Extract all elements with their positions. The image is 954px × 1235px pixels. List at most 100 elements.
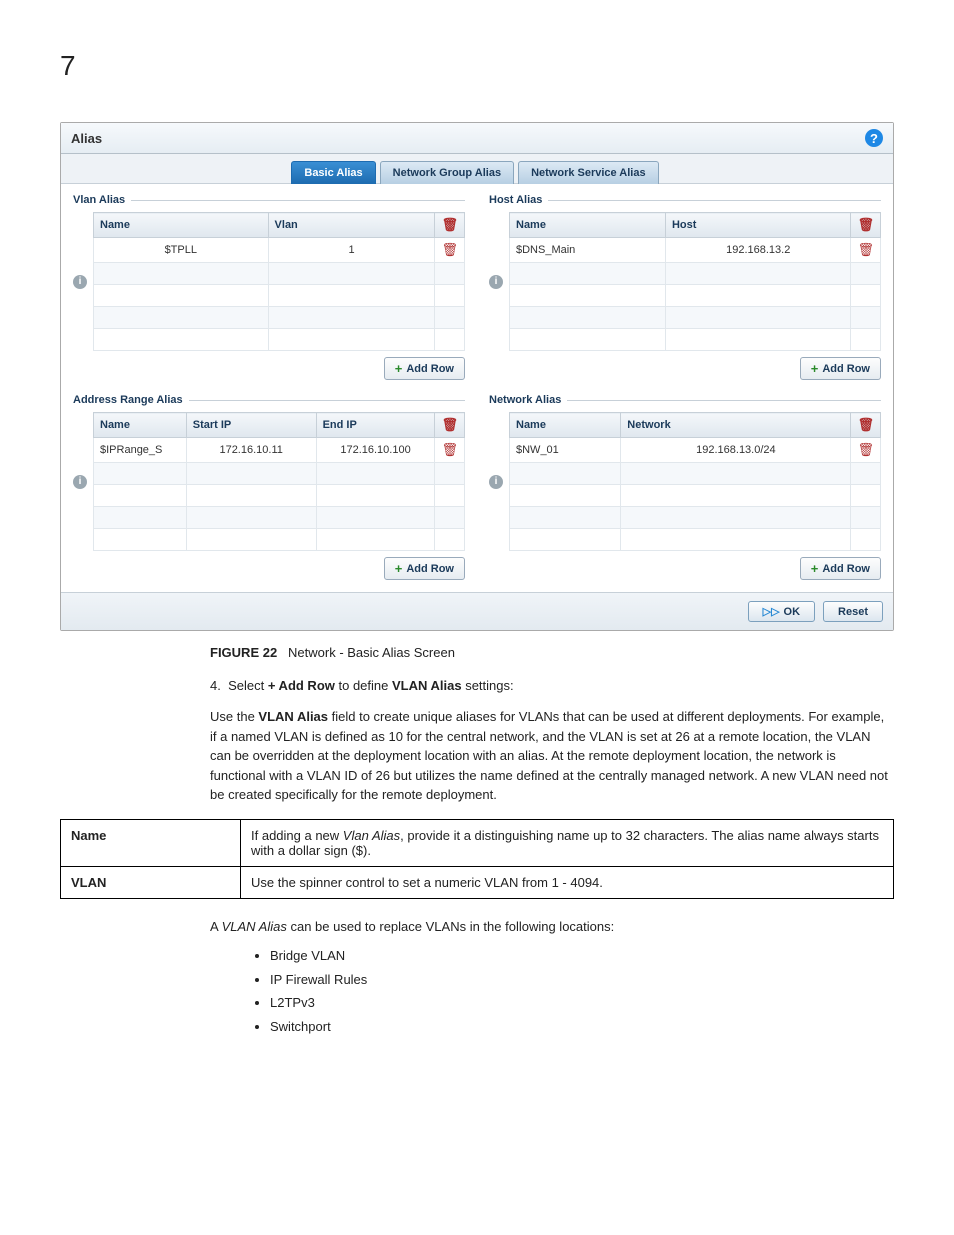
table-row <box>94 307 465 329</box>
intro-para: Use the VLAN Alias field to create uniqu… <box>210 707 894 805</box>
list-item: IP Firewall Rules <box>270 970 894 990</box>
info-icon[interactable]: i <box>489 475 503 489</box>
trash-icon[interactable]: 🗑 <box>857 242 874 257</box>
play-icon: ▷▷ <box>763 605 780 618</box>
address-range-label: Address Range Alias <box>73 394 183 406</box>
tab-network-group-alias[interactable]: Network Group Alias <box>380 161 514 184</box>
network-alias-section: Network Alias i Name Network 🗑 $NW_01 19… <box>489 394 881 580</box>
address-range-section: Address Range Alias i Name Start IP End … <box>73 394 465 580</box>
cell-vlan[interactable]: 1 <box>268 238 435 263</box>
panel-header: Alias ? <box>61 123 893 154</box>
list-item: Switchport <box>270 1017 894 1037</box>
add-row-button[interactable]: + Add Row <box>800 557 881 580</box>
add-row-button[interactable]: + Add Row <box>800 357 881 380</box>
alias-panel: Alias ? Basic Alias Network Group Alias … <box>60 122 894 631</box>
locations-para: A VLAN Alias can be used to replace VLAN… <box>210 917 894 937</box>
locations-list: Bridge VLAN IP Firewall Rules L2TPv3 Swi… <box>270 946 894 1036</box>
table-row <box>510 307 881 329</box>
step-bold-2: VLAN Alias <box>392 678 462 693</box>
help-icon[interactable]: ? <box>865 129 883 147</box>
plus-icon: + <box>395 561 403 576</box>
cell-endip[interactable]: 172.16.10.100 <box>316 438 435 463</box>
network-alias-table: Name Network 🗑 $NW_01 192.168.13.0/24 🗑 <box>509 412 881 551</box>
cell-name[interactable]: $IPRange_S <box>94 438 187 463</box>
step-num: 4. <box>210 678 221 693</box>
reset-button[interactable]: Reset <box>823 601 883 622</box>
cell-network[interactable]: 192.168.13.0/24 <box>621 438 851 463</box>
table-row <box>94 285 465 307</box>
trash-icon[interactable]: 🗑 <box>441 242 458 257</box>
step-text-post: settings: <box>462 678 514 693</box>
figure-label: FIGURE 22 <box>210 645 277 660</box>
table-row[interactable]: $NW_01 192.168.13.0/24 🗑 <box>510 438 881 463</box>
table-row[interactable]: $DNS_Main 192.168.13.2 🗑 <box>510 238 881 263</box>
trash-icon[interactable]: 🗑 <box>441 442 458 457</box>
info-icon[interactable]: i <box>489 275 503 289</box>
vlan-alias-label: Vlan Alias <box>73 194 125 206</box>
cell-startip[interactable]: 172.16.10.11 <box>186 438 316 463</box>
reset-label: Reset <box>838 606 868 618</box>
step-text-mid: to define <box>335 678 392 693</box>
intro-bold: VLAN Alias <box>258 709 328 724</box>
list-item: L2TPv3 <box>270 993 894 1013</box>
loc-pre: A <box>210 919 222 934</box>
step-text-pre: Select <box>228 678 268 693</box>
col-vlan: Vlan <box>268 213 435 238</box>
network-alias-label: Network Alias <box>489 394 561 406</box>
col-network: Network <box>621 413 851 438</box>
trash-icon[interactable]: 🗑 <box>857 442 874 457</box>
cell-name[interactable]: $NW_01 <box>510 438 621 463</box>
table-row <box>510 507 881 529</box>
host-alias-label: Host Alias <box>489 194 542 206</box>
doc-row-vlan: VLAN Use the spinner control to set a nu… <box>61 866 894 898</box>
table-row[interactable]: $IPRange_S 172.16.10.11 172.16.10.100 🗑 <box>94 438 465 463</box>
address-range-table: Name Start IP End IP 🗑 $IPRange_S 172.16… <box>93 412 465 551</box>
table-row <box>510 485 881 507</box>
ok-button[interactable]: ▷▷ OK <box>748 601 815 622</box>
table-row <box>94 529 465 551</box>
trash-icon[interactable]: 🗑 <box>441 217 458 232</box>
ok-label: OK <box>784 606 801 618</box>
col-startip: Start IP <box>186 413 316 438</box>
add-row-button[interactable]: + Add Row <box>384 357 465 380</box>
figure-text: Network - Basic Alias Screen <box>288 645 455 660</box>
info-icon[interactable]: i <box>73 275 87 289</box>
table-row[interactable]: $TPLL 1 🗑 <box>94 238 465 263</box>
plus-icon: + <box>811 361 819 376</box>
col-host: Host <box>665 213 851 238</box>
add-row-label: Add Row <box>406 363 454 375</box>
doc-val-name: If adding a new Vlan Alias, provide it a… <box>241 819 894 866</box>
tab-network-service-alias[interactable]: Network Service Alias <box>518 161 659 184</box>
col-name: Name <box>510 413 621 438</box>
add-row-label: Add Row <box>822 363 870 375</box>
trash-icon[interactable]: 🗑 <box>441 417 458 432</box>
table-row <box>510 285 881 307</box>
doc-row-name: Name If adding a new Vlan Alias, provide… <box>61 819 894 866</box>
loc-italic: VLAN Alias <box>222 919 287 934</box>
panel-title: Alias <box>71 131 102 146</box>
trash-icon[interactable]: 🗑 <box>857 217 874 232</box>
tab-bar: Basic Alias Network Group Alias Network … <box>61 154 893 184</box>
host-alias-section: Host Alias i Name Host 🗑 $DNS_Main 192.1… <box>489 194 881 380</box>
trash-icon[interactable]: 🗑 <box>857 417 874 432</box>
add-row-button[interactable]: + Add Row <box>384 557 465 580</box>
cell-name[interactable]: $TPLL <box>94 238 269 263</box>
intro-pre: Use the <box>210 709 258 724</box>
tab-basic-alias[interactable]: Basic Alias <box>291 161 375 184</box>
host-alias-table: Name Host 🗑 $DNS_Main 192.168.13.2 🗑 <box>509 212 881 351</box>
panel-content: Vlan Alias i Name Vlan 🗑 $TPLL 1 <box>61 184 893 592</box>
table-row <box>94 463 465 485</box>
doc-val-vlan: Use the spinner control to set a numeric… <box>241 866 894 898</box>
col-name: Name <box>94 213 269 238</box>
doc-table: Name If adding a new Vlan Alias, provide… <box>60 819 894 899</box>
loc-post: can be used to replace VLANs in the foll… <box>287 919 614 934</box>
col-name: Name <box>510 213 666 238</box>
cell-name[interactable]: $DNS_Main <box>510 238 666 263</box>
cell-host[interactable]: 192.168.13.2 <box>665 238 851 263</box>
vlan-alias-table: Name Vlan 🗑 $TPLL 1 🗑 <box>93 212 465 351</box>
panel-footer: ▷▷ OK Reset <box>61 592 893 630</box>
table-row <box>94 485 465 507</box>
vlan-alias-section: Vlan Alias i Name Vlan 🗑 $TPLL 1 <box>73 194 465 380</box>
info-icon[interactable]: i <box>73 475 87 489</box>
figure-caption: FIGURE 22 Network - Basic Alias Screen <box>210 645 894 660</box>
